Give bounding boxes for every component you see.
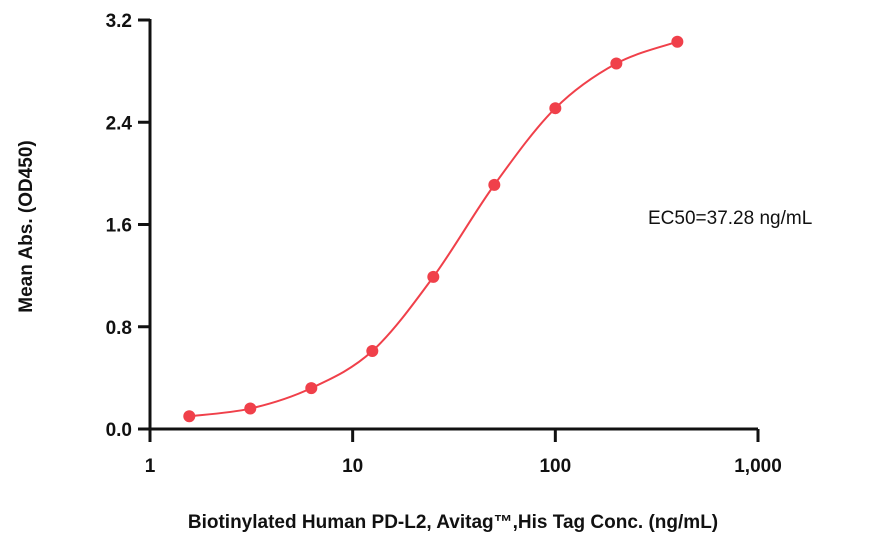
data-point bbox=[305, 382, 318, 395]
data-point bbox=[671, 35, 684, 48]
x-tick-label: 1,000 bbox=[734, 456, 782, 477]
data-point bbox=[488, 178, 501, 191]
data-point bbox=[244, 402, 257, 415]
y-tick-label: 3.2 bbox=[106, 11, 132, 32]
data-points-layer bbox=[183, 35, 684, 423]
y-axis-title: Mean Abs. (OD450) bbox=[16, 140, 37, 312]
data-point bbox=[366, 345, 379, 358]
labels-layer: 0.0 0.8 1.6 2.4 3.2 1 10 100 1,000 Biotinylated H… bbox=[16, 11, 812, 533]
y-tick-label: 1.6 bbox=[106, 216, 132, 237]
y-tick-label: 0.0 bbox=[106, 420, 132, 441]
y-tick-label: 2.4 bbox=[106, 113, 133, 134]
data-point bbox=[183, 410, 196, 423]
ec50-annotation: EC50=37.28 ng/mL bbox=[648, 208, 812, 229]
data-point bbox=[610, 57, 623, 70]
data-point bbox=[427, 270, 440, 283]
x-axis-title: Biotinylated Human PD-L2, Avitag™,His Ta… bbox=[188, 512, 718, 533]
fit-curve bbox=[189, 40, 678, 418]
x-tick-label: 10 bbox=[342, 456, 363, 477]
x-tick-label: 1 bbox=[145, 456, 156, 477]
x-tick-label: 100 bbox=[539, 456, 571, 477]
fit-curve-layer bbox=[189, 40, 678, 418]
axes bbox=[138, 18, 760, 442]
data-point bbox=[549, 102, 562, 115]
y-tick-label: 0.8 bbox=[106, 318, 132, 339]
